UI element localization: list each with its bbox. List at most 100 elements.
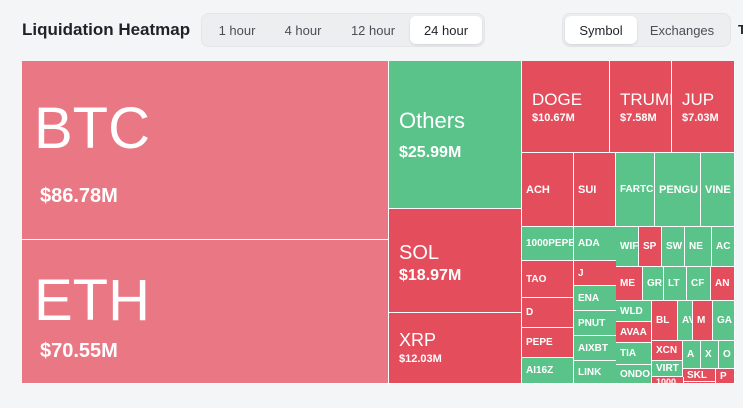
heatmap-tile-doge[interactable]: DOGE $10.67M [522, 61, 610, 153]
heatmap-tile-bl[interactable]: BL [652, 301, 678, 341]
tile-symbol: AN [715, 278, 730, 289]
heatmap-tile-pepe[interactable]: PEPE [522, 328, 574, 358]
tile-value: $25.99M [399, 144, 462, 161]
heatmap-tile-ondo[interactable]: ONDO [616, 365, 652, 384]
tile-symbol: TIA [620, 348, 637, 359]
tile-symbol: CF [691, 278, 705, 289]
tile-value: $10.67M [532, 112, 575, 124]
heatmap-tile-fil[interactable]: FIL [684, 382, 716, 384]
heatmap-tile-j[interactable]: J [574, 261, 617, 286]
heatmap-tile-jup[interactable]: JUP $7.03M [672, 61, 735, 153]
tile-symbol: BTC [34, 96, 150, 161]
tile-symbol: VIRT [656, 363, 679, 374]
heatmap-tile-m[interactable]: M [693, 301, 713, 341]
tile-symbol: AVAA [620, 327, 647, 338]
heatmap-tile-ne[interactable]: NE [685, 227, 712, 267]
heatmap-tile-o[interactable]: O [719, 341, 735, 369]
heatmap-tile-link[interactable]: LINK [574, 361, 617, 384]
heatmap-tile-sw[interactable]: SW [662, 227, 685, 267]
heatmap-tile-trump[interactable]: TRUMP $7.58M [610, 61, 672, 153]
time-option-12h[interactable]: 12 hour [350, 22, 396, 38]
heatmap-tile-ac[interactable]: AC [712, 227, 735, 267]
tile-symbol: AI16Z [526, 365, 554, 376]
tile-symbol: FARTCOIN [620, 184, 654, 195]
tile-symbol: 1000PEPE [526, 238, 574, 249]
tile-symbol: J [578, 268, 584, 279]
tile-symbol: 1000 [656, 377, 677, 384]
heatmap-tile-skl[interactable]: SKL [683, 369, 716, 382]
tile-symbol: ADA [578, 238, 600, 249]
tile-symbol: GA [717, 315, 732, 326]
heatmap-tile-wld[interactable]: WLD [616, 301, 652, 322]
heatmap-tile-x[interactable]: X [701, 341, 719, 369]
tile-value: $18.97M [399, 267, 462, 284]
heatmap-tile-ai16z[interactable]: AI16Z [522, 358, 574, 384]
heatmap-tile-vine[interactable]: VINE [701, 153, 735, 227]
heatmap-tile-fartcoin[interactable]: FARTCOIN [616, 153, 655, 227]
heatmap-tile-ga[interactable]: GA [713, 301, 735, 341]
heatmap-tile-gr[interactable]: GR [643, 267, 664, 301]
page-title: Liquidation Heatmap [22, 20, 191, 39]
tile-symbol: WIF [620, 241, 639, 252]
heatmap-tile-cf[interactable]: CF [687, 267, 711, 301]
heatmap-tile-lt[interactable]: LT [664, 267, 687, 301]
heatmap-tile-wif[interactable]: WIF [616, 227, 639, 267]
heatmap-tile-aixbt[interactable]: AIXBT [574, 336, 617, 361]
tile-symbol: A [687, 349, 695, 360]
heatmap-tile-a[interactable]: A [683, 341, 701, 369]
tile-symbol: JUP [682, 90, 715, 109]
heatmap-tile-avaa[interactable]: AVAA [616, 322, 652, 343]
tile-symbol: SW [666, 241, 683, 252]
heatmap-tile-pengu[interactable]: PENGU [655, 153, 701, 227]
heatmap-tile-p[interactable]: P [716, 369, 735, 384]
heatmap-tile-virt[interactable]: VIRT [652, 361, 683, 377]
group-by-selector: Symbol Exchanges [562, 13, 731, 47]
tile-symbol: PEPE [526, 337, 553, 348]
heatmap-tile-1000pepe[interactable]: 1000PEPE [522, 227, 574, 261]
group-option-exchanges[interactable]: Exchanges [649, 22, 715, 38]
tile-symbol: SUI [578, 184, 597, 196]
heatmap-tile-pnut[interactable]: PNUT [574, 311, 617, 336]
heatmap-tile-sui[interactable]: SUI [574, 153, 616, 227]
heatmap-tile-sp[interactable]: SP [639, 227, 662, 267]
tile-symbol: SOL [399, 242, 440, 264]
tile-symbol: SKL [687, 370, 707, 381]
tile-symbol: ACH [526, 184, 550, 196]
heatmap-tile-tao[interactable]: TAO [522, 261, 574, 298]
clipped-header-text: T [738, 22, 743, 37]
tile-symbol: SP [643, 241, 657, 252]
tile-symbol: NE [689, 241, 703, 252]
heatmap-tile-sol[interactable]: SOL $18.97M [389, 209, 522, 313]
heatmap-tile-xrp[interactable]: XRP $12.03M [389, 313, 522, 384]
tile-symbol: DOGE [532, 90, 583, 109]
time-range-selector: 1 hour 4 hour 12 hour 24 hour [201, 13, 485, 47]
tile-symbol: ONDO [620, 369, 650, 380]
time-option-24h[interactable]: 24 hour [410, 16, 482, 44]
tile-symbol: Others [399, 108, 466, 133]
heatmap-tile-ada[interactable]: ADA [574, 227, 617, 261]
heatmap-tile-ena[interactable]: ENA [574, 286, 617, 311]
heatmap-tile-d[interactable]: D [522, 298, 574, 328]
tile-symbol: D [526, 307, 534, 318]
time-option-4h[interactable]: 4 hour [284, 22, 322, 38]
heatmap-tile-me[interactable]: ME [616, 267, 643, 301]
heatmap-tile-others[interactable]: Others $25.99M [389, 61, 522, 209]
tile-value: $7.58M [620, 112, 657, 124]
tile-value: $7.03M [682, 112, 719, 124]
heatmap-tile-xcn[interactable]: XCN [652, 341, 683, 361]
heatmap-tile-av[interactable]: AV [678, 301, 693, 341]
tile-value: $70.55M [40, 340, 118, 362]
tile-symbol: AC [716, 241, 731, 252]
heatmap-tile-tia[interactable]: TIA [616, 343, 652, 365]
time-option-1h[interactable]: 1 hour [218, 22, 256, 38]
heatmap-tile-eth[interactable]: ETH $70.55M [22, 240, 389, 384]
tile-symbol: FIL [688, 383, 702, 384]
heatmap-tile-ach[interactable]: ACH [522, 153, 574, 227]
tile-symbol: LINK [578, 367, 602, 378]
tile-symbol: X [705, 349, 712, 360]
heatmap-tile-an[interactable]: AN [711, 267, 735, 301]
tile-symbol: TAO [526, 274, 547, 285]
heatmap-tile-1000[interactable]: 1000 [652, 377, 684, 384]
heatmap-tile-btc[interactable]: BTC $86.78M [22, 61, 389, 240]
group-option-symbol[interactable]: Symbol [565, 16, 637, 44]
